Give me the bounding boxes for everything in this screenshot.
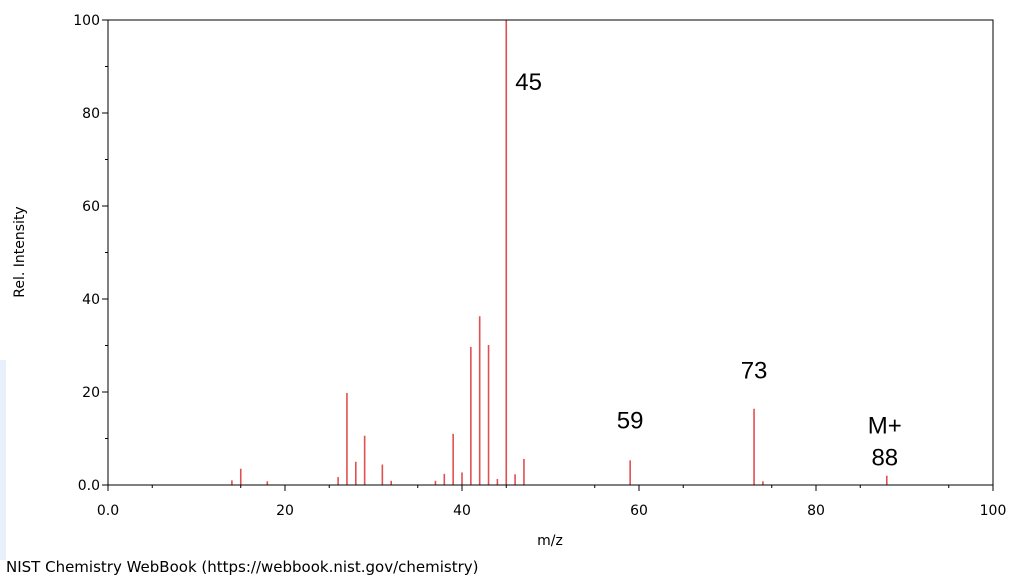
x-tick-label-100: 100 (980, 503, 1007, 519)
x-axis-title: m/z (537, 533, 563, 549)
peak-annotations: 45 59 73 M+ 88 (515, 69, 902, 472)
x-tick-label-60: 60 (630, 503, 648, 519)
peak-bars (231, 20, 888, 485)
y-tick-label-0: 0.0 (78, 478, 100, 494)
peak-label-molecular-ion: M+ (868, 413, 902, 440)
left-edge-strip (0, 360, 6, 560)
y-tick-label-20: 20 (82, 385, 100, 401)
axis-ticks: 0.0 20 40 60 80 100 0.0 20 40 60 80 100 (73, 13, 1006, 519)
y-axis-title: Rel. Intensity (12, 206, 28, 297)
x-tick-label-80: 80 (807, 503, 825, 519)
peak-label-73: 73 (741, 358, 768, 385)
x-tick-label-0: 0.0 (97, 503, 119, 519)
y-tick-label-60: 60 (82, 199, 100, 215)
y-tick-label-40: 40 (82, 292, 100, 308)
x-tick-label-20: 20 (276, 503, 294, 519)
y-tick-label-80: 80 (82, 106, 100, 122)
source-credit: NIST Chemistry WebBook (https://webbook.… (6, 558, 479, 576)
peak-label-45: 45 (515, 69, 542, 96)
peak-label-59: 59 (617, 407, 644, 434)
x-tick-label-40: 40 (453, 503, 471, 519)
peak-label-88: 88 (871, 445, 898, 472)
y-tick-label-100: 100 (73, 13, 100, 29)
plot-frame (107, 19, 994, 486)
